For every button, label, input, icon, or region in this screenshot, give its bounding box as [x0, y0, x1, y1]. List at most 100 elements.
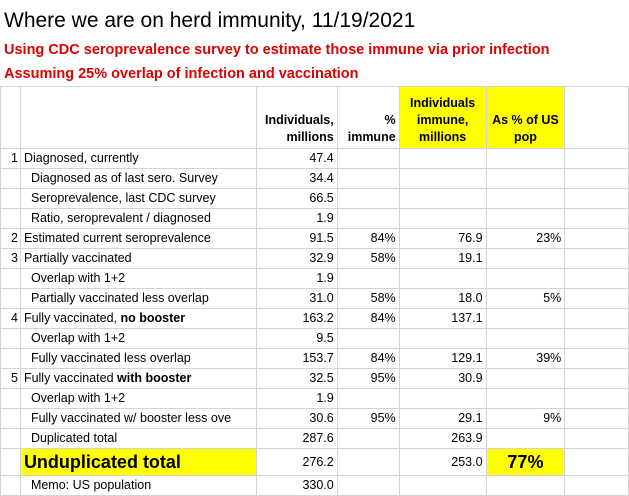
- row-label[interactable]: Fully vaccinated with booster: [19, 368, 257, 389]
- cell[interactable]: [564, 168, 629, 189]
- immune-millions-cell[interactable]: [398, 168, 487, 189]
- cell[interactable]: [564, 208, 629, 229]
- row-label[interactable]: Diagnosed as of last sero. Survey: [19, 168, 257, 189]
- individuals-cell[interactable]: 66.5: [255, 188, 338, 209]
- immune-millions-cell[interactable]: [398, 208, 487, 229]
- pct-us-pop-cell[interactable]: [485, 308, 566, 329]
- pct-us-pop-cell[interactable]: [485, 208, 566, 229]
- row-label[interactable]: Overlap with 1+2: [19, 268, 257, 289]
- cell[interactable]: [19, 86, 257, 149]
- pct-us-pop-cell[interactable]: [485, 248, 566, 269]
- header-pct-immune[interactable]: % immune: [336, 86, 400, 149]
- immune-millions-cell[interactable]: [398, 328, 487, 349]
- row-index[interactable]: [0, 168, 21, 189]
- total-individuals[interactable]: 276.2: [255, 448, 338, 476]
- cell[interactable]: [564, 308, 629, 329]
- immune-millions-cell[interactable]: 76.9: [398, 228, 487, 249]
- row-index[interactable]: 2: [0, 228, 21, 249]
- row-index[interactable]: [0, 188, 21, 209]
- header-individuals[interactable]: Individuals, millions: [255, 86, 338, 149]
- immune-millions-cell[interactable]: 129.1: [398, 348, 487, 369]
- pct-immune-cell[interactable]: [336, 388, 400, 409]
- row-index[interactable]: 4: [0, 308, 21, 329]
- pct-immune-cell[interactable]: [336, 328, 400, 349]
- pct-immune-cell[interactable]: [336, 148, 400, 169]
- immune-millions-cell[interactable]: 29.1: [398, 408, 487, 429]
- row-label[interactable]: Partially vaccinated: [19, 248, 257, 269]
- pct-immune-cell[interactable]: 84%: [336, 348, 400, 369]
- pct-us-pop-cell[interactable]: [485, 368, 566, 389]
- pct-immune-cell[interactable]: 84%: [336, 308, 400, 329]
- memo-individuals[interactable]: 330.0: [255, 475, 338, 496]
- row-label[interactable]: Fully vaccinated, no booster: [19, 308, 257, 329]
- cell[interactable]: [485, 475, 566, 496]
- immune-millions-cell[interactable]: [398, 268, 487, 289]
- row-label[interactable]: Fully vaccinated w/ booster less ove: [19, 408, 257, 429]
- individuals-cell[interactable]: 34.4: [255, 168, 338, 189]
- pct-us-pop-cell[interactable]: 39%: [485, 348, 566, 369]
- row-index[interactable]: [0, 268, 21, 289]
- cell[interactable]: [564, 86, 629, 149]
- cell[interactable]: [336, 475, 400, 496]
- individuals-cell[interactable]: 9.5: [255, 328, 338, 349]
- cell[interactable]: [564, 348, 629, 369]
- pct-us-pop-cell[interactable]: [485, 268, 566, 289]
- header-pct-us-pop[interactable]: As % of US pop: [485, 86, 566, 149]
- row-index[interactable]: [0, 428, 21, 449]
- individuals-cell[interactable]: 91.5: [255, 228, 338, 249]
- immune-millions-cell[interactable]: [398, 148, 487, 169]
- pct-immune-cell[interactable]: 95%: [336, 408, 400, 429]
- row-index[interactable]: [0, 408, 21, 429]
- pct-immune-cell[interactable]: [336, 268, 400, 289]
- cell[interactable]: [564, 428, 629, 449]
- row-label[interactable]: Duplicated total: [19, 428, 257, 449]
- row-label[interactable]: Diagnosed, currently: [19, 148, 257, 169]
- cell[interactable]: [336, 448, 400, 476]
- total-label[interactable]: Unduplicated total: [19, 448, 257, 476]
- cell[interactable]: [564, 475, 629, 496]
- cell[interactable]: [564, 368, 629, 389]
- row-index[interactable]: [0, 348, 21, 369]
- row-index[interactable]: 1: [0, 148, 21, 169]
- immune-millions-cell[interactable]: [398, 188, 487, 209]
- immune-millions-cell[interactable]: 263.9: [398, 428, 487, 449]
- row-label[interactable]: Estimated current seroprevalence: [19, 228, 257, 249]
- pct-us-pop-cell[interactable]: 9%: [485, 408, 566, 429]
- row-index[interactable]: [0, 388, 21, 409]
- pct-us-pop-cell[interactable]: [485, 428, 566, 449]
- pct-us-pop-cell[interactable]: [485, 188, 566, 209]
- pct-immune-cell[interactable]: [336, 168, 400, 189]
- row-label[interactable]: Overlap with 1+2: [19, 328, 257, 349]
- row-label[interactable]: Overlap with 1+2: [19, 388, 257, 409]
- cell[interactable]: [564, 288, 629, 309]
- immune-millions-cell[interactable]: 18.0: [398, 288, 487, 309]
- cell[interactable]: [564, 248, 629, 269]
- pct-immune-cell[interactable]: 58%: [336, 288, 400, 309]
- individuals-cell[interactable]: 287.6: [255, 428, 338, 449]
- pct-immune-cell[interactable]: 95%: [336, 368, 400, 389]
- individuals-cell[interactable]: 1.9: [255, 388, 338, 409]
- individuals-cell[interactable]: 1.9: [255, 268, 338, 289]
- cell[interactable]: [0, 475, 21, 496]
- total-immune-millions[interactable]: 253.0: [398, 448, 487, 476]
- cell[interactable]: [0, 86, 21, 149]
- cell[interactable]: [564, 228, 629, 249]
- pct-us-pop-cell[interactable]: 5%: [485, 288, 566, 309]
- individuals-cell[interactable]: 163.2: [255, 308, 338, 329]
- cell[interactable]: [564, 328, 629, 349]
- row-label[interactable]: Ratio, seroprevalent / diagnosed: [19, 208, 257, 229]
- pct-us-pop-cell[interactable]: [485, 168, 566, 189]
- row-index[interactable]: [0, 288, 21, 309]
- row-index[interactable]: 3: [0, 248, 21, 269]
- immune-millions-cell[interactable]: 137.1: [398, 308, 487, 329]
- cell[interactable]: [564, 148, 629, 169]
- pct-immune-cell[interactable]: [336, 428, 400, 449]
- individuals-cell[interactable]: 1.9: [255, 208, 338, 229]
- memo-label[interactable]: Memo: US population: [19, 475, 257, 496]
- pct-us-pop-cell[interactable]: 23%: [485, 228, 566, 249]
- individuals-cell[interactable]: 32.5: [255, 368, 338, 389]
- individuals-cell[interactable]: 153.7: [255, 348, 338, 369]
- pct-immune-cell[interactable]: [336, 188, 400, 209]
- row-label[interactable]: Seroprevalence, last CDC survey: [19, 188, 257, 209]
- cell[interactable]: [398, 475, 487, 496]
